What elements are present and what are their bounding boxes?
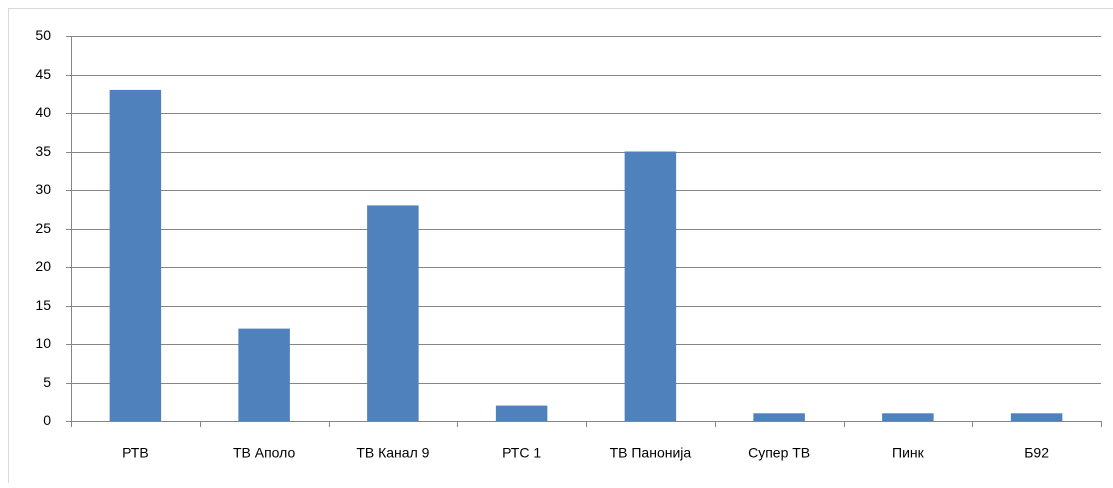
bar: [110, 90, 162, 421]
y-tick-label: 5: [43, 374, 51, 390]
bar: [1011, 413, 1063, 421]
x-tick-label: ТВ Канал 9: [356, 445, 429, 461]
x-tick-label: Пинк: [892, 445, 925, 461]
x-tick-label: Б92: [1024, 445, 1049, 461]
y-tick-label: 50: [35, 27, 51, 43]
bar: [238, 329, 290, 421]
bar: [753, 413, 805, 421]
y-tick-label: 35: [35, 143, 51, 159]
x-tick-label: Супер ТВ: [748, 445, 810, 461]
x-tick-label: РТВ: [122, 445, 149, 461]
y-tick-label: 0: [43, 412, 51, 428]
y-tick-label: 20: [35, 258, 51, 274]
bar: [882, 413, 934, 421]
bar: [625, 152, 677, 422]
y-tick-label: 10: [35, 335, 51, 351]
x-tick-label: ТВ Панонија: [610, 445, 692, 461]
x-tick-label: ТВ Аполо: [233, 445, 296, 461]
y-tick-label: 15: [35, 297, 51, 313]
y-tick-label: 30: [35, 181, 51, 197]
y-tick-label: 45: [35, 66, 51, 82]
y-tick-label: 25: [35, 220, 51, 236]
bar: [496, 406, 548, 421]
y-tick-label: 40: [35, 104, 51, 120]
chart-frame: [9, 9, 1113, 484]
x-tick-label: РТС 1: [502, 445, 541, 461]
bar: [367, 205, 419, 421]
